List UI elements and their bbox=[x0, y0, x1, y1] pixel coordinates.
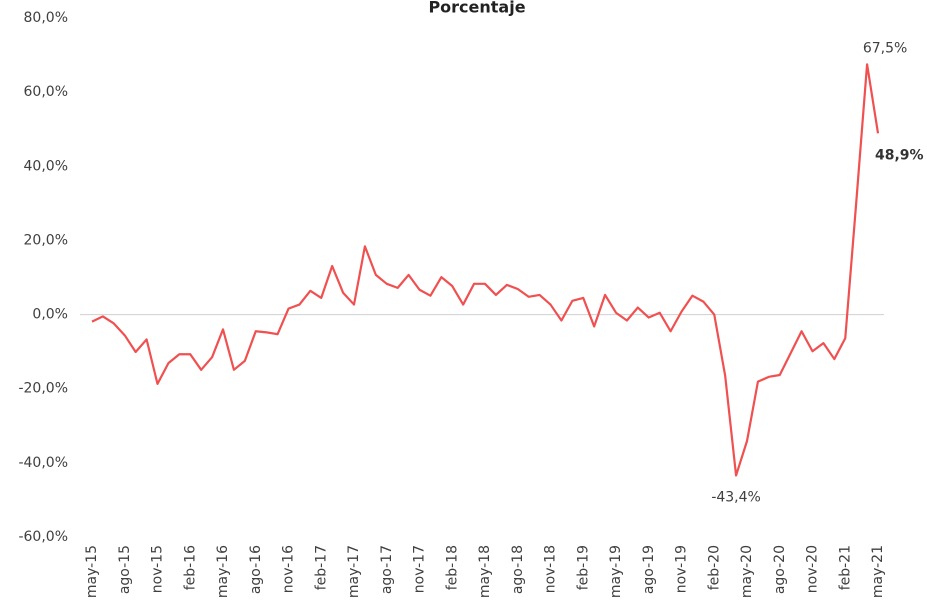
x-tick-label: feb-21 bbox=[837, 545, 853, 590]
x-tick-label: nov-17 bbox=[412, 545, 428, 593]
data-label: -43,4% bbox=[711, 489, 761, 505]
x-tick-label: may-21 bbox=[870, 545, 886, 598]
data-label: 67,5% bbox=[863, 40, 907, 56]
x-tick-label: ago-15 bbox=[117, 545, 133, 594]
y-tick-label: -40,0% bbox=[18, 455, 68, 471]
x-tick-label: nov-19 bbox=[674, 545, 690, 593]
x-tick-label: ago-20 bbox=[772, 545, 788, 594]
x-tick-label: nov-15 bbox=[150, 545, 166, 593]
x-tick-label: nov-20 bbox=[805, 545, 821, 593]
y-tick-label: 0,0% bbox=[32, 307, 68, 323]
x-tick-label: ago-19 bbox=[641, 545, 657, 594]
y-tick-label: -60,0% bbox=[18, 529, 68, 545]
x-tick-label: feb-18 bbox=[444, 545, 460, 590]
x-tick-label: may-19 bbox=[608, 545, 624, 598]
x-tick-label: ago-17 bbox=[379, 545, 395, 594]
chart-title: Porcentaje bbox=[428, 0, 525, 17]
y-tick-label: 40,0% bbox=[24, 158, 68, 174]
x-tick-label: nov-16 bbox=[281, 545, 297, 593]
x-tick-label: ago-16 bbox=[248, 545, 264, 594]
y-tick-label: 20,0% bbox=[24, 232, 68, 248]
x-tick-label: feb-16 bbox=[182, 545, 198, 590]
y-tick-label: -20,0% bbox=[18, 381, 68, 397]
x-tick-label: may-17 bbox=[346, 545, 362, 598]
x-tick-label: feb-19 bbox=[575, 545, 591, 590]
x-tick-label: nov-18 bbox=[543, 545, 559, 593]
x-tick-label: may-18 bbox=[477, 545, 493, 598]
data-label: 48,9% bbox=[875, 147, 924, 163]
y-tick-label: 80,0% bbox=[24, 10, 68, 26]
x-tick-label: may-20 bbox=[739, 545, 755, 598]
x-tick-label: may-15 bbox=[84, 545, 100, 598]
y-tick-label: 60,0% bbox=[24, 84, 68, 100]
x-tick-label: ago-18 bbox=[510, 545, 526, 594]
x-tick-label: feb-20 bbox=[706, 545, 722, 590]
x-tick-label: feb-17 bbox=[313, 545, 329, 590]
data-line bbox=[91, 63, 880, 477]
x-tick-label: may-16 bbox=[215, 545, 231, 598]
